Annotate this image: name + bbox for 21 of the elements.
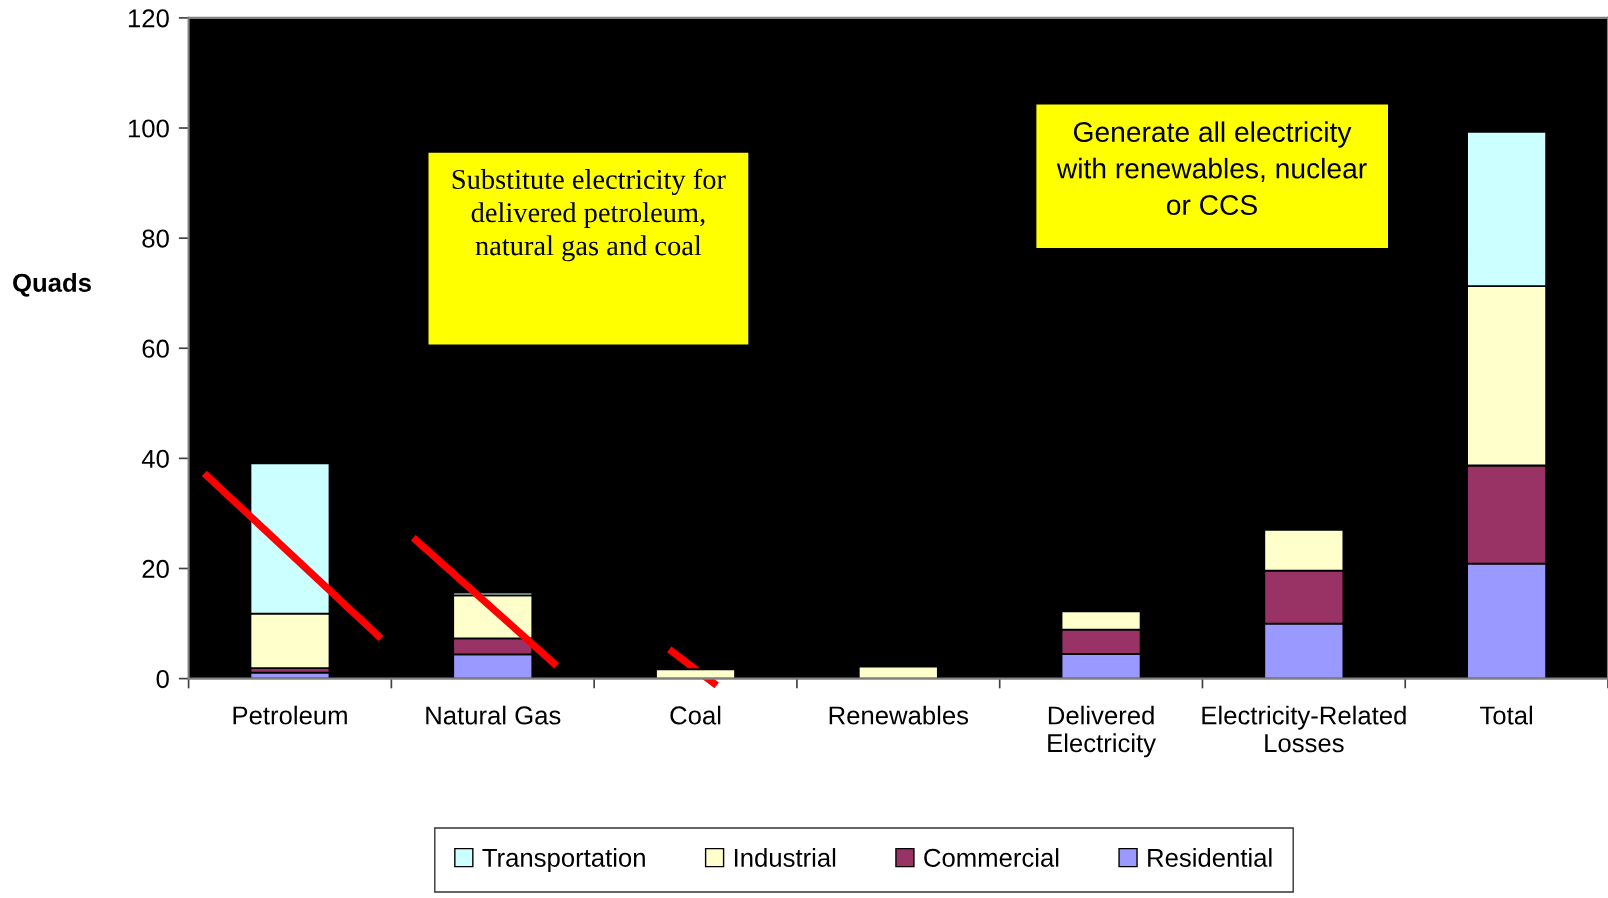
x-tick-label: Renewables — [829, 705, 969, 725]
x-tick-label: Electricity-Related Losses — [1202, 705, 1406, 753]
y-axis-title: Quads — [13, 273, 91, 297]
y-tick-label: 60 — [142, 339, 169, 358]
legend-label: Industrial — [734, 848, 836, 867]
y-tick-label: 0 — [156, 669, 169, 689]
y-tick-label: 120 — [128, 9, 169, 28]
x-tick-label: Petroleum — [233, 705, 347, 725]
annotation: Generate all electricity with renewables, nuclear or CCS — [1056, 121, 1367, 216]
y-tick-label: 100 — [128, 119, 169, 138]
y-tick-label: 40 — [141, 449, 169, 468]
legend-label: Residential — [1148, 848, 1272, 867]
x-tick-label: Delivered Electricity — [1048, 705, 1156, 758]
y-tick-label: 80 — [142, 229, 169, 248]
annotation: Substitute electricity for delivered petroleum, natural gas and coal — [452, 168, 726, 262]
legend-label: Transportation — [482, 848, 645, 872]
legend-label: Commercial — [924, 848, 1059, 867]
x-tick-label: Total — [1480, 705, 1533, 725]
x-tick-label: Coal — [670, 705, 721, 725]
x-tick-label: Natural Gas — [426, 705, 561, 725]
y-tick-label: 20 — [142, 559, 169, 579]
